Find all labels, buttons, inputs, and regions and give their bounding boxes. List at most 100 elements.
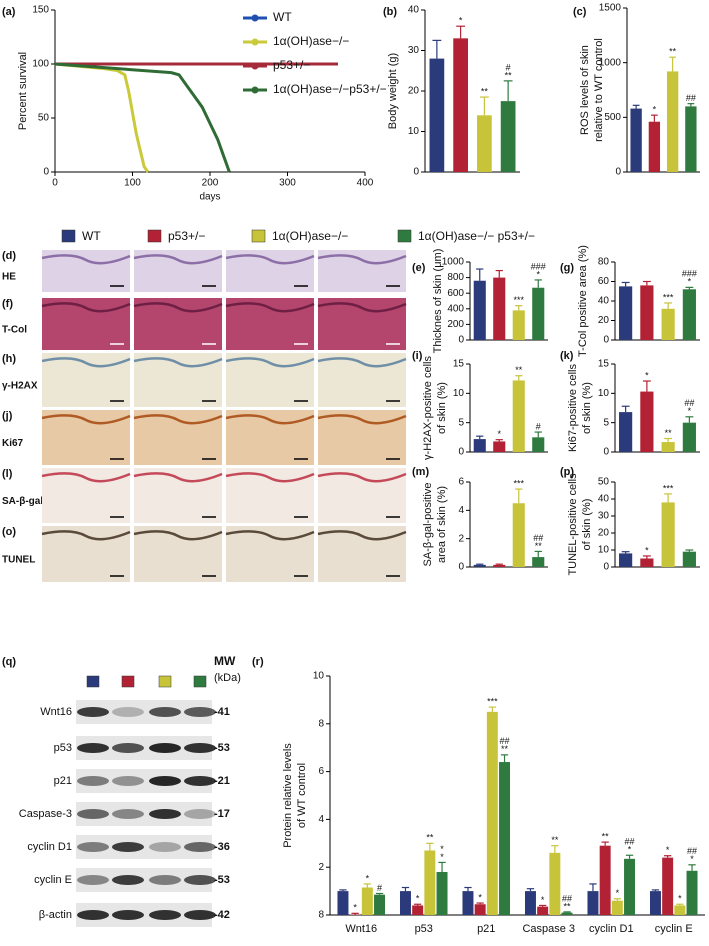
tissue-edge (225, 254, 315, 265)
blot-band (184, 776, 216, 786)
tissue-edge (41, 254, 131, 265)
y-tick-label: 50 (38, 113, 50, 124)
bar (473, 280, 486, 340)
bar (499, 762, 511, 915)
significance: * (666, 845, 670, 855)
row-label: γ-H2AX (2, 381, 38, 392)
significance: ## (686, 93, 696, 103)
micrograph (42, 526, 130, 582)
significance: ** (669, 47, 677, 57)
bar (662, 857, 674, 915)
bar (361, 887, 373, 915)
tissue-edge (225, 302, 315, 313)
tissue-edge (225, 530, 315, 541)
lane-swatch (193, 675, 207, 688)
x-tick-label: Caspase 3 (522, 923, 575, 935)
micrograph (226, 298, 314, 350)
panel-label: (f) (2, 298, 13, 310)
bar (532, 287, 545, 340)
tissue-edge (317, 302, 407, 313)
bar (524, 891, 536, 915)
y-axis-title: SA-β-gal-positive (422, 483, 434, 567)
y-axis-title: Body weight (g) (387, 53, 399, 129)
micrograph (42, 298, 130, 350)
micrograph (226, 526, 314, 582)
y-tick-label: 2 (318, 862, 324, 873)
bar (399, 891, 411, 915)
blot-mw: -36 (214, 841, 230, 853)
blot-band (77, 743, 109, 753)
legend-label: p53+/− (273, 58, 310, 72)
panel-label: (r) (252, 656, 264, 668)
significance: * (688, 406, 692, 416)
y-tick-label: 600 (447, 288, 464, 299)
y-tick-label: 20 (598, 315, 610, 326)
y-axis-title: Thicknes of skin (μm) (432, 249, 444, 354)
y-tick-label: 1500 (599, 3, 622, 14)
y-tick-label: 30 (408, 45, 420, 56)
significance: * (366, 873, 370, 883)
y-tick-label: 5 (603, 417, 609, 428)
tissue-edge (225, 357, 315, 368)
bar (537, 906, 549, 915)
significance: *** (487, 696, 498, 706)
bar (685, 106, 697, 172)
bar (630, 108, 642, 172)
bar (474, 904, 486, 915)
y-tick-label: 0 (43, 167, 49, 178)
panel-label: (c) (573, 6, 587, 18)
tissue-edge (133, 302, 223, 313)
significance: ** (481, 86, 489, 96)
bar (477, 115, 492, 172)
significance: * (440, 844, 444, 854)
micrograph (134, 353, 222, 407)
y-tick-label: 150 (32, 5, 49, 16)
y-tick-label: 20 (408, 86, 420, 97)
bar (686, 870, 698, 915)
blot-band (77, 809, 109, 819)
micrograph (42, 410, 130, 465)
panel-label: (a) (2, 6, 16, 18)
blot-row-label: Wnt16 (40, 706, 72, 718)
blot-band (149, 776, 181, 786)
tissue-edge (317, 414, 407, 425)
y-tick-label: 0 (603, 335, 609, 346)
micrograph (134, 298, 222, 350)
significance: ** (665, 428, 673, 438)
y-tick-label: 30 (598, 511, 610, 522)
tissue-edge (133, 414, 223, 425)
blot-band (184, 910, 216, 920)
significance: ## (533, 533, 543, 543)
y-tick-label: 10 (598, 545, 610, 556)
y-tick-label: 15 (453, 359, 465, 370)
micrograph (318, 526, 406, 582)
significance: * (416, 894, 420, 904)
significance: * (440, 852, 444, 862)
blot-band (112, 776, 144, 786)
y-tick-label: 5 (458, 417, 464, 428)
blot-row-label: p53 (54, 742, 72, 754)
panel-label: (b) (383, 6, 397, 18)
tissue-edge (133, 472, 223, 483)
y-tick-label: 0 (413, 167, 419, 178)
tissue-edge (41, 414, 131, 425)
bar (648, 121, 661, 172)
significance: ## (684, 398, 694, 408)
micrograph (134, 468, 222, 523)
y-axis-title: relative to WT control (593, 38, 605, 142)
bar (561, 912, 573, 915)
blot-band (112, 707, 144, 717)
blot-band (77, 707, 109, 717)
legend-label: p53+/− (168, 229, 205, 243)
significance: * (478, 892, 482, 902)
panel-label: (d) (2, 250, 16, 262)
blot-mw: -41 (214, 706, 230, 718)
bar (532, 437, 545, 452)
bar (453, 38, 468, 172)
bar (512, 310, 525, 340)
bar (682, 551, 696, 567)
bar (640, 285, 654, 340)
bar (661, 308, 675, 340)
bar (486, 711, 498, 915)
